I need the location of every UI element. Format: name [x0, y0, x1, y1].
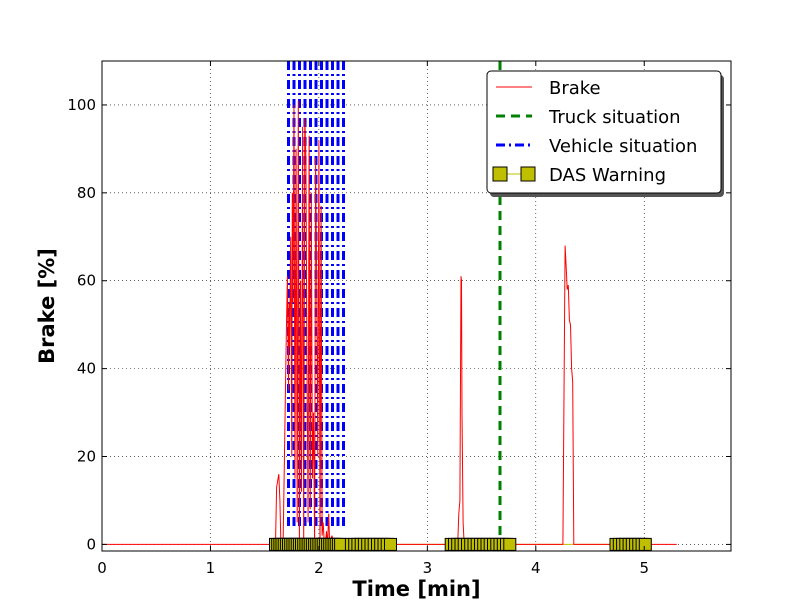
ticks [101, 61, 731, 551]
das-warning-marker [384, 537, 397, 551]
x-axis-label: Time [min] [352, 577, 480, 601]
x-tick-label: 3 [423, 559, 433, 577]
x-tick-label: 0 [97, 559, 107, 577]
plot-frame [101, 60, 732, 552]
legend: Brake Truck situation Vehicle situation … [486, 70, 724, 197]
das-warning-marker [503, 537, 517, 551]
legend-brake-label: Brake [549, 78, 601, 99]
y-tick-label: 60 [77, 272, 96, 290]
x-tick-label: 4 [531, 559, 541, 577]
tick-labels: 0 1 2 3 4 5 0 20 40 60 80 100 [67, 96, 649, 577]
das-warning-marker [334, 537, 348, 551]
legend-das-label: DAS Warning [549, 165, 666, 186]
das-warning-marker [638, 537, 652, 551]
legend-das-marker-left [492, 166, 508, 182]
legend-vehicle-label: Vehicle situation [549, 136, 697, 157]
y-axis-label: Brake [%] [35, 248, 59, 364]
y-tick-label: 100 [67, 96, 96, 114]
y-tick-label: 20 [77, 448, 96, 466]
legend-truck-label: Truck situation [548, 107, 681, 128]
y-tick-label: 40 [77, 360, 96, 378]
legend-box [486, 70, 722, 194]
y-tick-label: 0 [86, 535, 96, 553]
y-tick-label: 80 [77, 184, 96, 202]
legend-das-marker-right [520, 166, 536, 182]
x-tick-label: 5 [639, 559, 649, 577]
x-tick-label: 2 [314, 559, 324, 577]
x-tick-label: 1 [206, 559, 216, 577]
